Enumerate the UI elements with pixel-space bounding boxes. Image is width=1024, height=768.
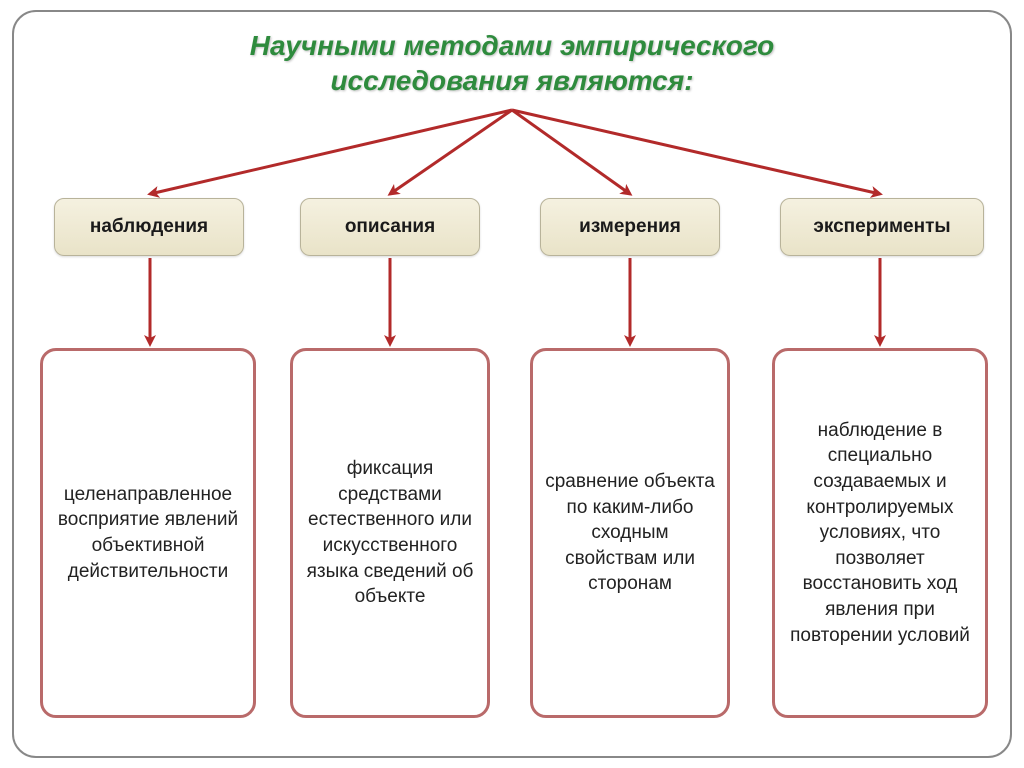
method-label-text: описания [345, 216, 435, 238]
title-line-1: Научными методами эмпирического [250, 30, 774, 61]
method-label: наблюдения [54, 198, 244, 256]
method-description-text: фиксация средствами естественного или ис… [303, 456, 477, 610]
method-description: наблюдение в специально создаваемых и ко… [772, 348, 988, 718]
method-label-text: наблюдения [90, 216, 208, 238]
method-description: сравнение объекта по каким-либо сходным … [530, 348, 730, 718]
method-label-text: эксперименты [813, 216, 950, 238]
method-label: эксперименты [780, 198, 984, 256]
method-label-text: измерения [579, 216, 681, 238]
diagram-title: Научными методами эмпирического исследов… [0, 28, 1024, 98]
method-label: измерения [540, 198, 720, 256]
method-label: описания [300, 198, 480, 256]
title-line-2: исследования являются: [330, 65, 693, 96]
method-description-text: наблюдение в специально создаваемых и ко… [785, 418, 975, 649]
method-description-text: целенаправленное восприятие явлений объе… [53, 482, 243, 585]
method-description: фиксация средствами естественного или ис… [290, 348, 490, 718]
method-description: целенаправленное восприятие явлений объе… [40, 348, 256, 718]
method-description-text: сравнение объекта по каким-либо сходным … [543, 469, 717, 597]
